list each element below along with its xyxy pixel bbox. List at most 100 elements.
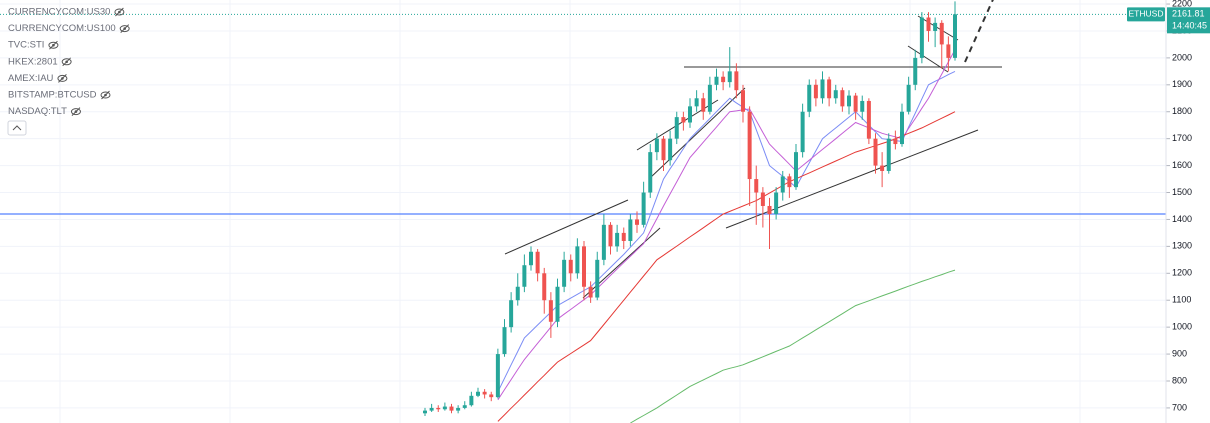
candle-body <box>661 138 666 161</box>
eye-icon <box>100 91 111 99</box>
eye-icon <box>57 74 68 82</box>
candle-body <box>807 84 812 112</box>
candle-body <box>648 152 653 193</box>
moving-average <box>630 269 956 423</box>
candle-body <box>621 232 626 241</box>
candle-body <box>827 79 832 99</box>
candle-body <box>548 300 553 322</box>
candle-body <box>747 111 752 180</box>
visibility-toggle[interactable] <box>57 74 68 83</box>
candle-body <box>429 407 434 411</box>
candle-body <box>456 407 461 411</box>
candle-body <box>601 224 606 260</box>
candle-body <box>886 138 891 171</box>
candle-body <box>608 224 613 247</box>
candle-body <box>741 90 745 112</box>
y-tick-label: 1700 <box>1172 133 1192 143</box>
candle-body <box>880 165 885 171</box>
visibility-toggle[interactable] <box>114 7 125 17</box>
compare-symbol: CURRENCYCOM:US30 <box>8 7 110 18</box>
visibility-toggle[interactable] <box>100 90 111 100</box>
candle-body <box>502 327 507 355</box>
candle-body <box>926 17 931 31</box>
candle-body <box>734 71 739 91</box>
candle-body <box>707 84 712 112</box>
candle-body <box>767 205 772 215</box>
eye-icon <box>114 8 125 16</box>
candle-body <box>668 138 673 161</box>
candle-body <box>555 286 560 322</box>
last-price: 2161.81 <box>1172 9 1205 19</box>
candle-body <box>681 117 686 123</box>
candle-body <box>913 57 918 85</box>
y-tick-label: 1100 <box>1172 295 1191 305</box>
visibility-toggle[interactable] <box>48 40 59 50</box>
candle-body <box>568 259 573 274</box>
visibility-toggle[interactable] <box>70 107 81 116</box>
candle-body <box>900 111 904 145</box>
candle-body <box>489 394 494 398</box>
candle-body <box>674 117 679 139</box>
visibility-toggle[interactable] <box>61 57 72 67</box>
candle-body <box>794 152 798 188</box>
candle-body <box>628 219 633 241</box>
candle-body <box>615 232 620 247</box>
eye-slash <box>115 7 124 17</box>
candle-body <box>840 90 845 107</box>
trend-lines <box>504 0 1002 299</box>
eye-slash <box>71 107 81 116</box>
candle-body <box>476 391 480 396</box>
candle-body <box>939 22 944 45</box>
candle-body <box>588 286 593 298</box>
candle-body <box>449 406 454 411</box>
y-tick-label: 1300 <box>1172 241 1192 251</box>
y-tick-label: 700 <box>1172 402 1187 412</box>
candle-body <box>760 192 765 206</box>
candle-body <box>860 100 865 112</box>
candle-body <box>847 95 851 107</box>
candle-body <box>495 354 500 398</box>
candle-body <box>820 79 825 99</box>
compare-symbol: NASDAQ:TLT <box>8 106 67 117</box>
y-tick-label: 1500 <box>1172 187 1192 197</box>
candle-body <box>946 44 951 58</box>
candle-body <box>774 192 779 215</box>
candle-body <box>535 251 540 274</box>
candle-body <box>780 176 785 193</box>
eye-slash <box>49 40 58 50</box>
candle-body <box>442 406 447 410</box>
eye-slash <box>120 24 130 33</box>
candle-body <box>462 405 467 408</box>
candle-body <box>641 192 646 225</box>
candle-body <box>853 95 858 112</box>
candle-body <box>919 17 924 58</box>
eye-icon <box>61 58 72 66</box>
eye-icon <box>48 41 59 49</box>
candle-body <box>575 246 580 274</box>
collapse-button[interactable] <box>7 120 27 136</box>
eye-slash <box>58 74 67 83</box>
candle-body <box>813 84 818 99</box>
eye-slash <box>62 57 72 67</box>
moving-average <box>497 111 956 422</box>
candle-body <box>529 251 533 266</box>
candle-body <box>582 246 586 287</box>
candle-body <box>714 76 719 85</box>
y-tick-label: 2000 <box>1172 52 1192 62</box>
moving-average <box>497 49 956 401</box>
collapse-icon <box>12 125 22 131</box>
candle-body <box>562 259 567 287</box>
compare-symbol: HKEX:2801 <box>8 56 58 67</box>
candle-body <box>833 90 838 99</box>
candle-body <box>873 138 878 166</box>
eye-icon <box>70 108 81 116</box>
symbol-badge <box>1127 7 1165 22</box>
moving-average <box>497 70 956 393</box>
visibility-toggle[interactable] <box>119 24 130 33</box>
y-tick-label: 2200 <box>1172 0 1192 8</box>
y-tick-label: 1900 <box>1172 79 1192 89</box>
candle-body <box>701 98 706 112</box>
candle-body <box>635 219 639 225</box>
candle-body <box>595 259 600 298</box>
